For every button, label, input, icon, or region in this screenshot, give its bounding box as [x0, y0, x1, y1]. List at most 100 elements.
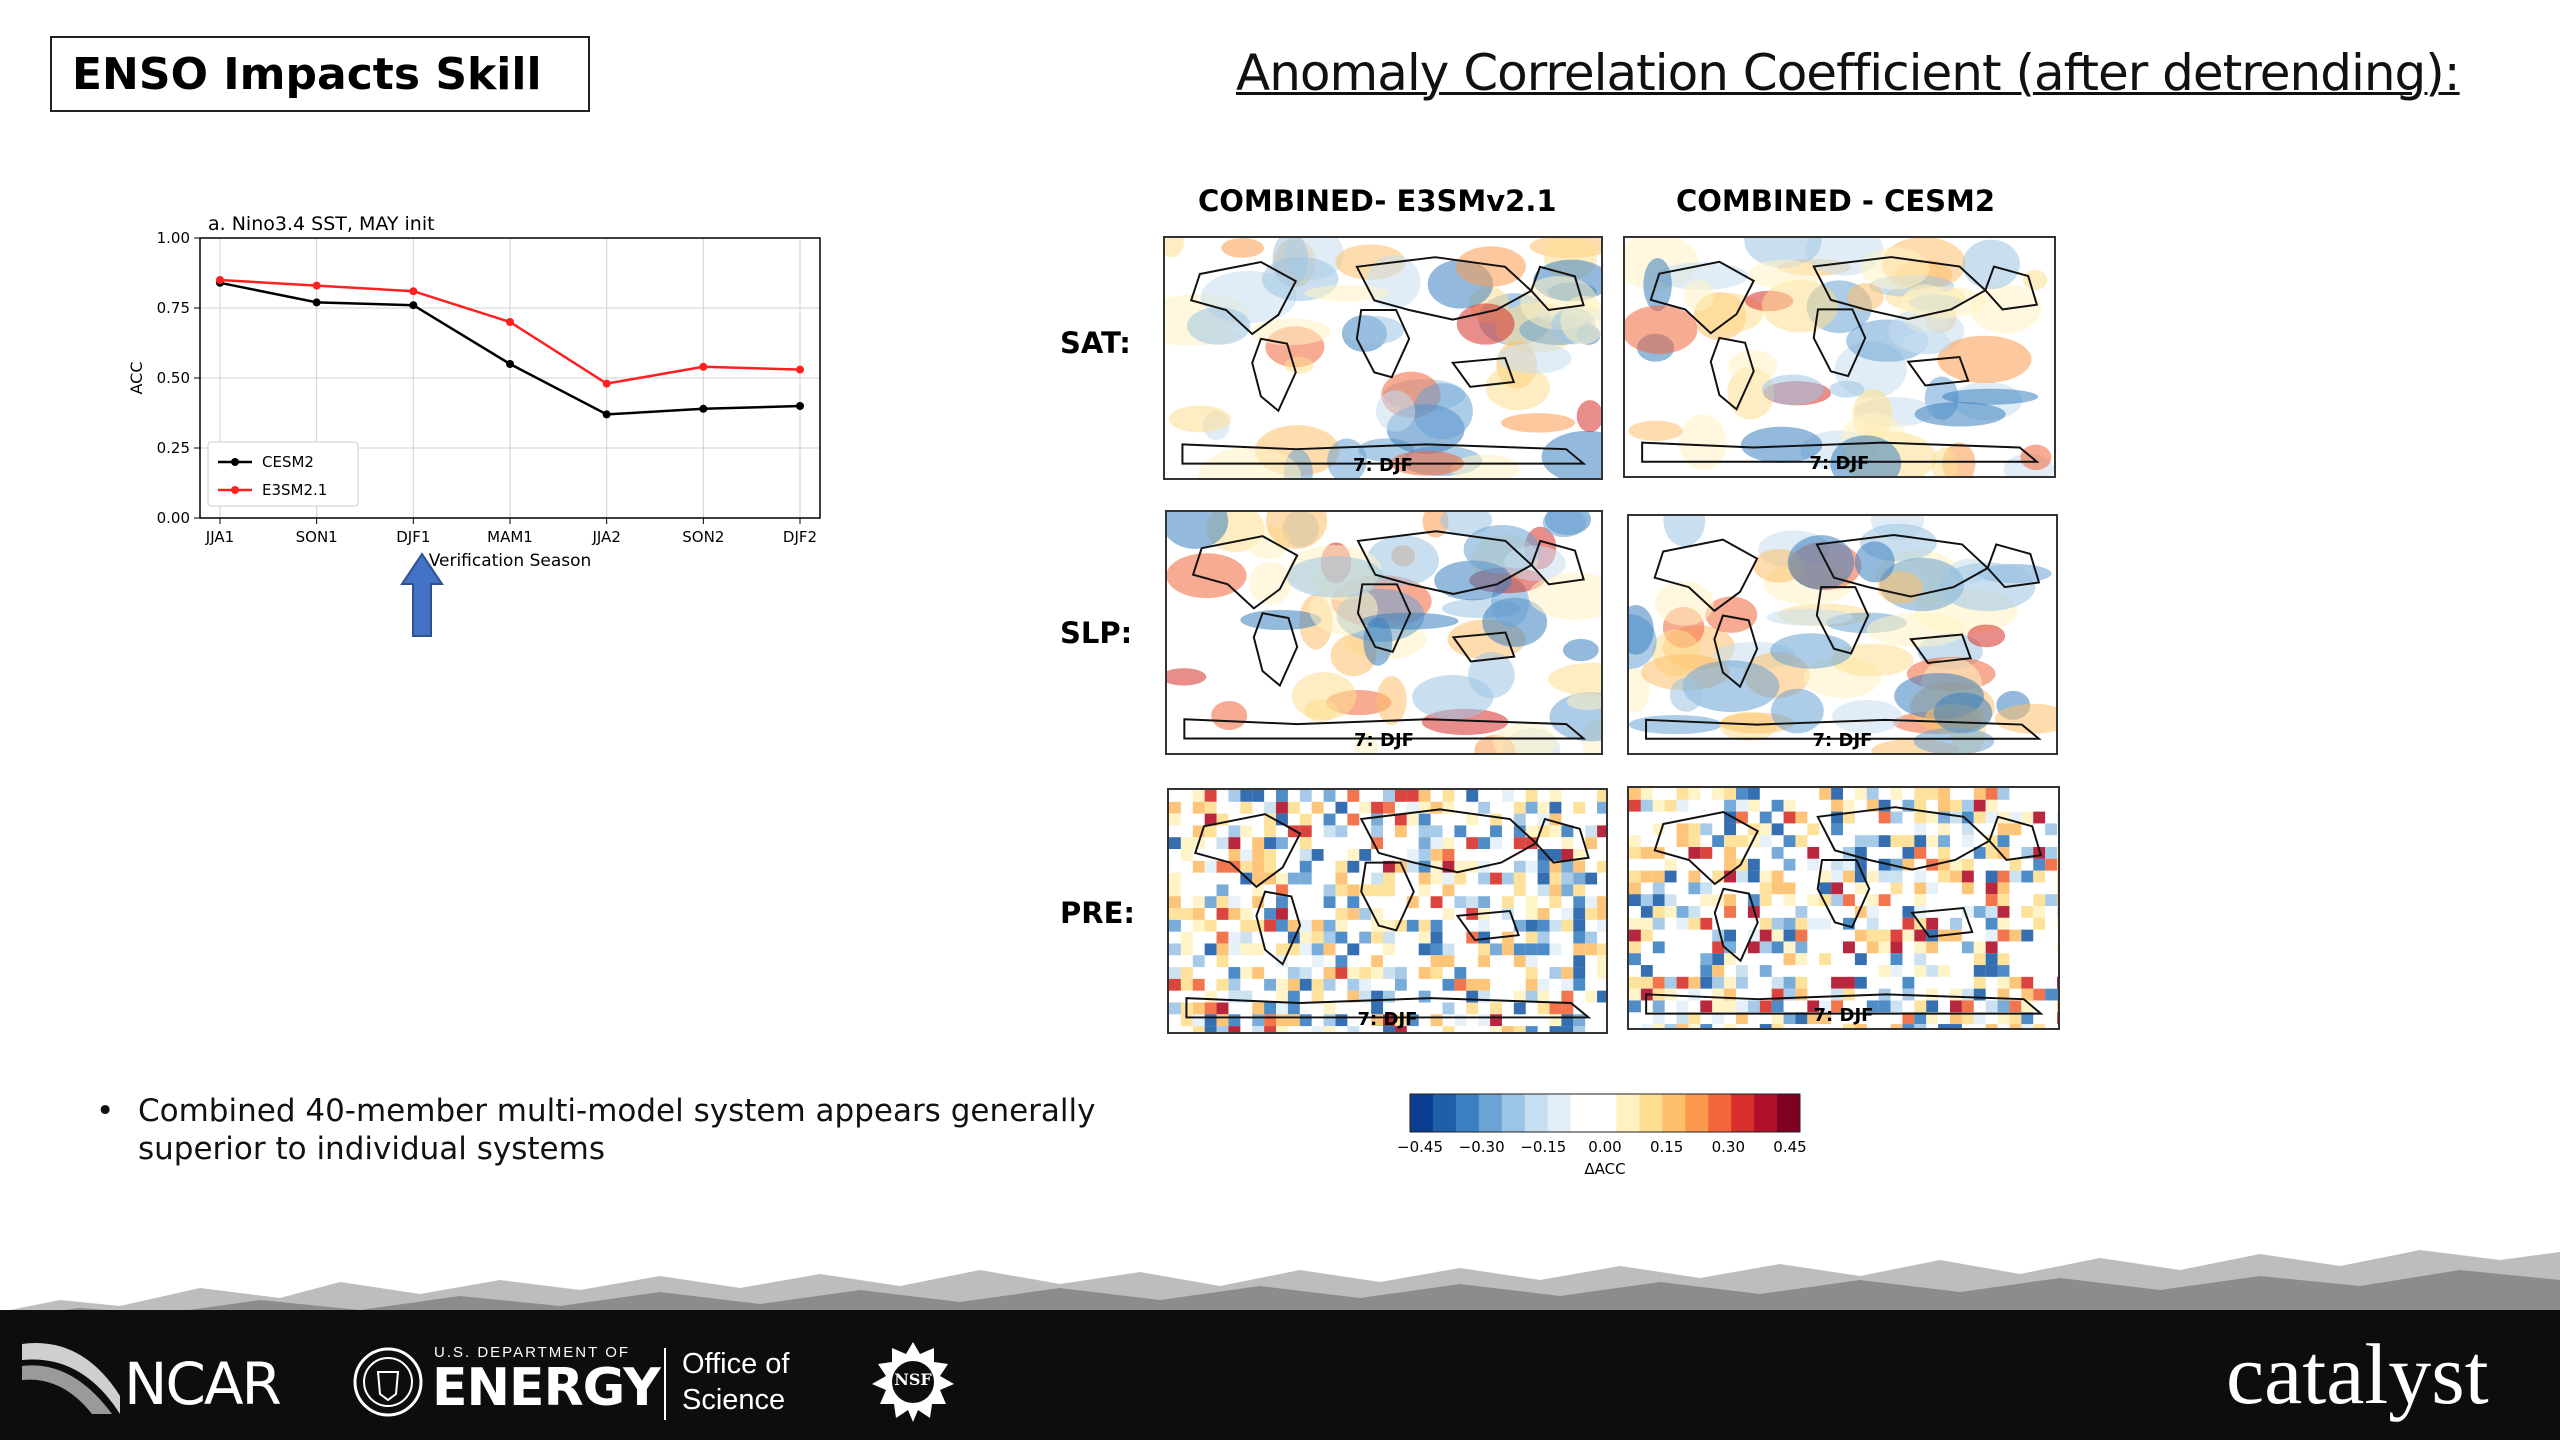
anomaly-cell: [1501, 908, 1514, 920]
anomaly-cell: [1938, 823, 1951, 836]
anomaly-cell: [1997, 847, 2010, 859]
anomaly-cell: [2057, 976, 2058, 989]
anomaly-cell: [1759, 823, 1772, 836]
colorbar-swatch: [1754, 1094, 1778, 1132]
anomaly-cell: [1549, 967, 1562, 979]
anomaly-cell: [1371, 825, 1384, 838]
anomaly-cell: [1819, 882, 1832, 895]
anomaly-cell: [1926, 988, 1939, 1001]
anomaly-cell: [1549, 1026, 1562, 1032]
anomaly-cell: [2009, 929, 2022, 942]
anomaly-cell: [1759, 929, 1772, 942]
anomaly-cell: [1525, 801, 1538, 814]
anomaly-cell: [1371, 955, 1384, 968]
anomaly-cell: [1323, 884, 1336, 897]
anomaly-cell: [1985, 941, 1998, 954]
anomaly-cell: [1831, 811, 1844, 824]
anomaly-cell: [1537, 860, 1550, 873]
anomaly-cell: [1323, 790, 1336, 802]
anomaly-cell: [2045, 894, 2058, 907]
anomaly-cell: [1359, 931, 1372, 944]
anomaly-cell: [1997, 976, 2010, 989]
colorbar-swatch: [1410, 1094, 1434, 1132]
anomaly-cell: [1371, 990, 1384, 1003]
anomaly-cell: [1950, 917, 1962, 930]
anomaly-cell: [1192, 860, 1205, 873]
anomaly-cell: [1676, 976, 1689, 989]
anomaly-blob: [1286, 556, 1384, 598]
anomaly-cell: [1490, 813, 1502, 826]
anomaly-cell: [1926, 941, 1939, 954]
anomaly-cell: [1466, 990, 1479, 1003]
anomaly-cell: [1418, 884, 1431, 897]
anomaly-cell: [1228, 943, 1241, 956]
anomaly-cell: [1561, 884, 1574, 897]
anomaly-cell: [1914, 941, 1927, 954]
anomaly-cell: [1478, 919, 1491, 932]
coastline: [1713, 887, 1759, 963]
anomaly-cell: [1442, 955, 1455, 968]
anomaly-cell: [1573, 931, 1586, 944]
coastline: [1181, 443, 1587, 465]
anomaly-cell: [1169, 884, 1181, 897]
anomaly-blob: [1412, 383, 1473, 440]
anomaly-cell: [1771, 1024, 1784, 1028]
anomaly-cell: [1771, 929, 1784, 942]
anomaly-cell: [1771, 1000, 1784, 1013]
anomaly-cell: [1902, 929, 1915, 942]
anomaly-cell: [1985, 799, 1998, 812]
anomaly-cell: [1216, 1002, 1229, 1015]
anomaly-cell: [1700, 1024, 1713, 1028]
anomaly-cell: [1276, 1014, 1288, 1027]
divider: [664, 1348, 666, 1420]
anomaly-cell: [1478, 990, 1491, 1003]
anomaly-cell: [1724, 788, 1737, 800]
anomaly-blob: [1942, 388, 2039, 405]
anomaly-blob: [1363, 617, 1393, 666]
anomaly-cell: [1549, 943, 1562, 956]
anomaly-cell: [1311, 978, 1324, 991]
anomaly-blob: [1501, 413, 1576, 433]
anomaly-cell: [1640, 894, 1653, 907]
anomaly-cell: [1359, 967, 1372, 979]
coastline: [1530, 539, 1585, 586]
colorbar-tick-label: −0.45: [1397, 1138, 1443, 1156]
anomaly-cell: [1216, 943, 1229, 956]
anomaly-cell: [1652, 882, 1665, 895]
anomaly-cell: [1371, 837, 1384, 850]
bullet-text: Combined 40-member multi-model system ap…: [138, 1093, 1096, 1167]
anomaly-cell: [1700, 953, 1713, 966]
anomaly-cell: [1216, 931, 1229, 944]
anomaly-cell: [1747, 835, 1760, 848]
anomaly-cell: [1652, 823, 1665, 836]
anomaly-cell: [1736, 1012, 1748, 1025]
map-pre-cesm: 7: DJF: [1627, 786, 2060, 1030]
anomaly-cell: [1299, 978, 1312, 991]
colorbar-swatch: [1570, 1094, 1595, 1132]
map-slp-cesm: 7: DJF: [1627, 514, 2058, 755]
anomaly-cell: [1938, 965, 1951, 977]
anomaly-cell: [1180, 967, 1193, 979]
ncar-logo-icon: [22, 1343, 120, 1414]
anomaly-cell: [1573, 884, 1586, 897]
colorbar-swatch: [1639, 1094, 1663, 1132]
anomaly-blob: [1902, 330, 1951, 355]
anomaly-cell: [1228, 825, 1241, 838]
anomaly-blob: [1761, 279, 1839, 333]
anomaly-cell: [1335, 919, 1348, 932]
anomaly-cell: [1478, 978, 1491, 991]
anomaly-blob: [1221, 238, 1264, 258]
anomaly-blob: [1187, 307, 1251, 345]
anomaly-cell: [1478, 955, 1491, 968]
anomaly-cell: [1430, 967, 1443, 979]
office-of-text: Office of: [682, 1348, 790, 1380]
anomaly-cell: [1985, 1024, 1998, 1028]
anomaly-cell: [1549, 790, 1562, 802]
anomaly-cell: [1525, 908, 1538, 920]
anomaly-cell: [1676, 906, 1689, 918]
anomaly-cell: [1549, 813, 1562, 826]
data-point: [796, 402, 804, 410]
anomaly-cell: [1629, 917, 1641, 930]
anomaly-cell: [1252, 967, 1265, 979]
anomaly-cell: [1736, 788, 1748, 800]
